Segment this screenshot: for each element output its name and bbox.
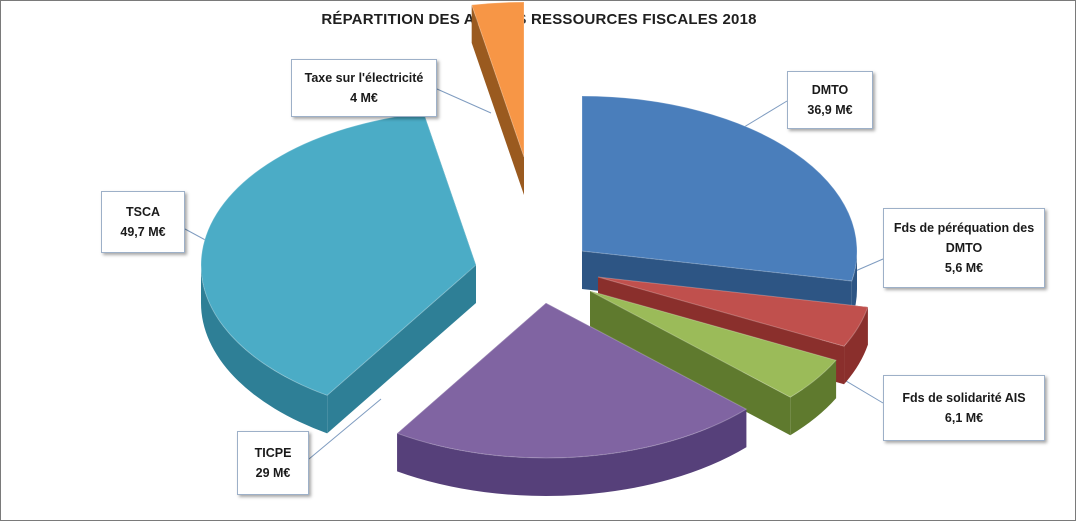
chart-title: RÉPARTITION DES AUTRES RESSOURCES FISCAL… — [321, 11, 757, 28]
leader-line-taxe-sur-l-electricite — [436, 88, 492, 114]
label-dmto-name: DMTO — [811, 83, 849, 97]
label-tsca: TSCA 49,7 M€ — [101, 191, 185, 253]
pie-wall-tsca-0 — [327, 265, 476, 434]
pie-rim-dmto-0 — [851, 251, 857, 320]
pie-wall-taxe-sur-l-electricite-0 — [471, 4, 524, 196]
pie-tops — [200, 1, 869, 459]
label-taxe-electricite-value: 4 M€ — [350, 91, 378, 105]
pie-slice-dmto — [581, 95, 858, 282]
pie-rim-ticpe-0 — [397, 409, 747, 496]
label-taxe-electricite-name: Taxe sur l'électricité — [304, 71, 424, 85]
label-dmto-value: 36,9 M€ — [807, 103, 853, 117]
label-taxe-electricite: Taxe sur l'électricité 4 M€ — [291, 59, 437, 117]
label-fds-solidarite: Fds de solidarité AIS 6,1 M€ — [883, 375, 1045, 441]
label-fds-solidarite-value: 6,1 M€ — [944, 411, 984, 425]
label-tsca-name: TSCA — [125, 205, 161, 219]
label-ticpe-value: 29 M€ — [255, 466, 291, 480]
label-ticpe-name: TICPE — [254, 446, 292, 460]
label-fds-solidarite-name: Fds de solidarité AIS — [902, 391, 1026, 405]
label-tsca-value: 49,7 M€ — [120, 225, 166, 239]
pie-rim-fds-de-perequation-des-dmto-0 — [844, 307, 868, 385]
label-fds-perequation: Fds de péréquation des DMTO 5,6 M€ — [883, 208, 1045, 288]
label-dmto: DMTO 36,9 M€ — [787, 71, 873, 129]
pie-slice-tsca — [200, 112, 477, 396]
pie-wall-fds-de-solidarite-ais-1 — [590, 291, 791, 436]
label-fds-perequation-name: Fds de péréquation des DMTO — [893, 221, 1035, 255]
pie-slice-ticpe — [396, 302, 748, 459]
leader-line-ticpe — [308, 398, 382, 460]
pie-slice-taxe-sur-l-electricite — [471, 1, 525, 158]
pie-slice-fds-de-perequation-des-dmto — [597, 276, 869, 347]
pie-rim-tsca-0 — [201, 265, 328, 434]
label-fds-perequation-value: 5,6 M€ — [944, 261, 984, 275]
label-ticpe: TICPE 29 M€ — [237, 431, 309, 495]
pie-rim-fds-de-solidarite-ais-0 — [790, 360, 837, 436]
pie-slice-fds-de-solidarite-ais — [589, 290, 837, 398]
